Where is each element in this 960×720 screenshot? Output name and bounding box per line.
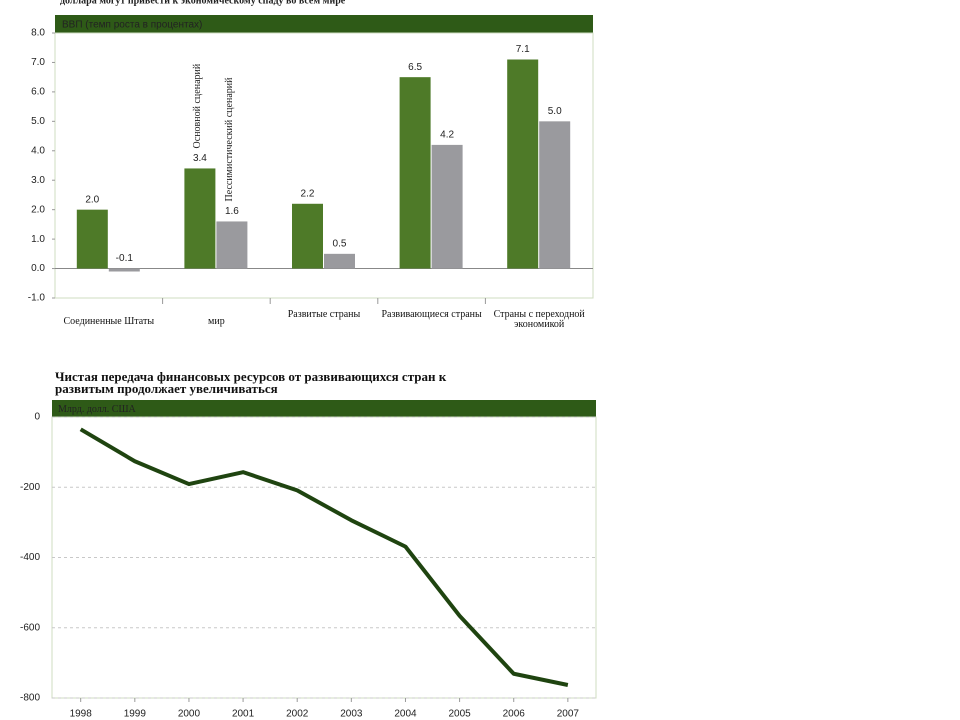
bar <box>76 209 108 269</box>
x-tick-label: Соединенные Штаты <box>63 316 155 327</box>
x-tick-label: 2002 <box>286 709 309 720</box>
header-text: ВВП (темп роста в процентах) <box>62 20 202 31</box>
x-tick-label: 2001 <box>232 709 255 720</box>
value-label: 2.0 <box>85 194 99 205</box>
y-tick-label: 6.0 <box>31 87 45 98</box>
bar <box>539 121 571 269</box>
bar <box>507 59 539 269</box>
x-tick-label: 1998 <box>70 709 93 720</box>
value-label: 4.2 <box>440 130 454 141</box>
y-tick-label: -800 <box>20 693 40 704</box>
bar <box>108 268 140 272</box>
value-label: 3.4 <box>193 153 207 164</box>
bar <box>399 77 431 269</box>
chart-title: Чистая передача финансовых ресурсов от р… <box>55 369 447 396</box>
y-tick-label: 3.0 <box>31 175 45 186</box>
value-label: 6.5 <box>408 62 422 73</box>
x-tick-label: 2006 <box>503 709 526 720</box>
legend-label: Основной сценарий <box>192 63 203 148</box>
y-tick-label: 4.0 <box>31 145 45 156</box>
value-label: 2.2 <box>301 188 315 199</box>
header-text: Млрд. долл. США <box>58 404 137 415</box>
value-label: -0.1 <box>116 253 134 264</box>
y-tick-label: 0.0 <box>31 263 45 274</box>
x-tick-label: 2000 <box>178 709 201 720</box>
bar <box>184 168 216 269</box>
x-tick-label: 2003 <box>340 709 363 720</box>
x-tick-label: Развитые страны <box>287 309 361 320</box>
x-tick-label: Страны с переходной экономикой <box>493 309 585 330</box>
bar <box>216 221 248 269</box>
y-tick-label: -1.0 <box>28 293 46 304</box>
x-tick-label: мир <box>208 316 225 327</box>
y-tick-label: 8.0 <box>31 28 45 39</box>
x-tick-label: Развивающиеся страны <box>381 309 482 320</box>
chart-title: доллара могут привести к экономическому … <box>60 0 346 6</box>
y-tick-label: 2.0 <box>31 204 45 215</box>
value-label: 1.6 <box>225 206 239 217</box>
y-tick-label: -600 <box>20 622 40 633</box>
line <box>79 427 569 687</box>
value-label: 7.1 <box>516 44 530 55</box>
x-tick-label: 1999 <box>124 709 147 720</box>
bar <box>292 203 323 269</box>
y-tick-label: 7.0 <box>31 57 45 68</box>
y-tick-label: 5.0 <box>31 116 45 127</box>
header-band <box>55 15 593 33</box>
y-tick-label: -200 <box>20 482 40 493</box>
y-tick-label: 0 <box>34 412 40 423</box>
x-tick-label: 2004 <box>394 709 417 720</box>
bar <box>324 253 355 269</box>
x-tick-label: 2007 <box>557 709 580 720</box>
x-tick-label: 2005 <box>448 709 471 720</box>
value-label: 5.0 <box>548 106 562 117</box>
value-label: 0.5 <box>333 238 347 249</box>
plot-frame <box>54 32 594 299</box>
legend-label: Пессимистический сценарий <box>224 77 235 202</box>
y-tick-label: -400 <box>20 552 40 563</box>
bar <box>431 144 463 269</box>
y-tick-label: 1.0 <box>31 234 45 245</box>
header-band <box>52 400 596 417</box>
